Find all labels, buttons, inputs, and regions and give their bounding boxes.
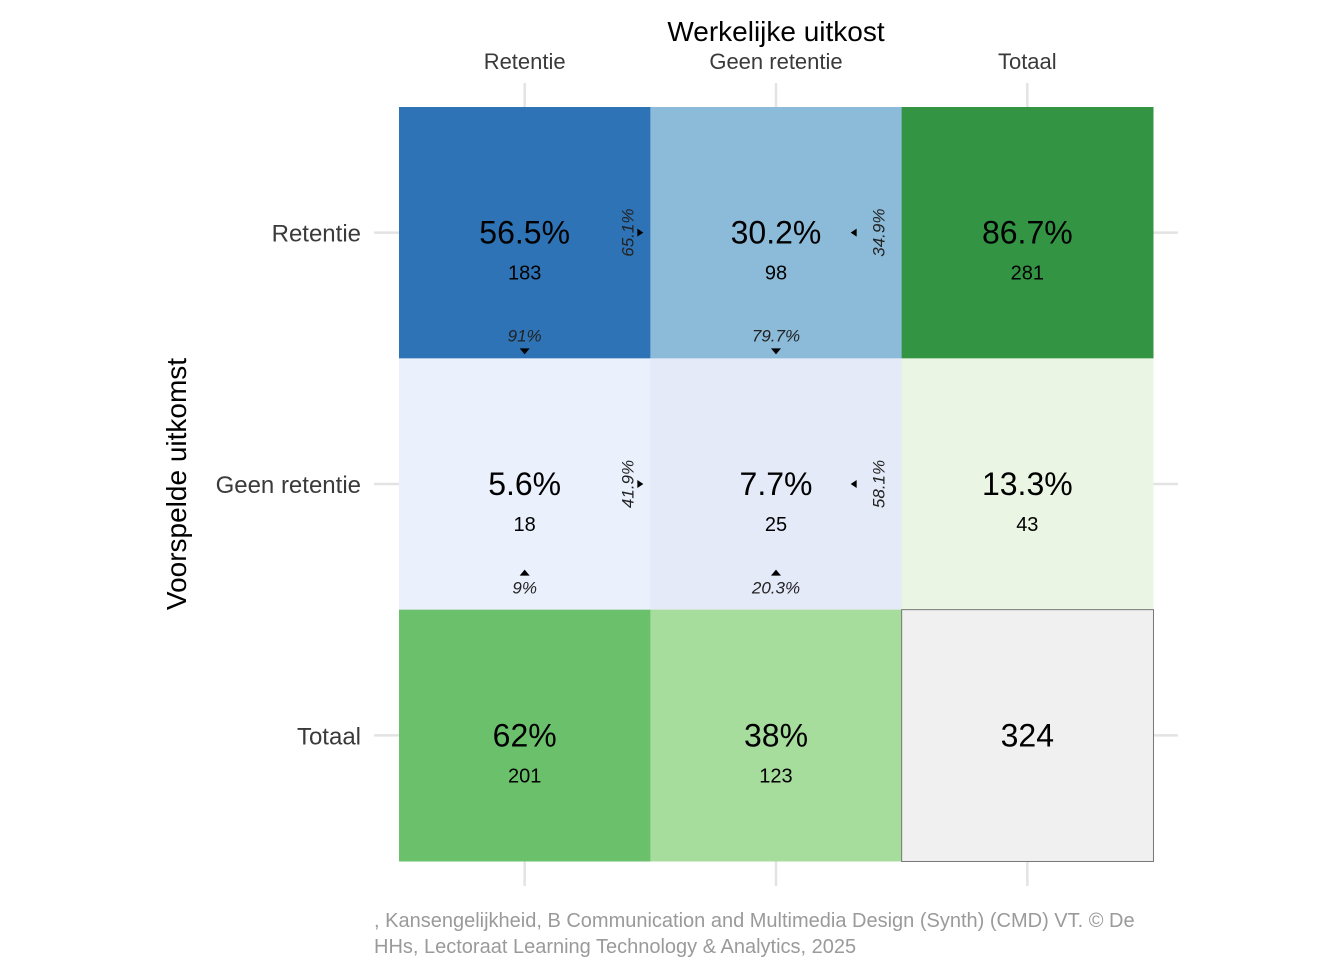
matrix-cell (901, 609, 1154, 862)
col-share-label: 79.7% (752, 326, 800, 345)
row-share-label: 58.1% (870, 460, 889, 508)
cell-count: 281 (1011, 263, 1044, 285)
cell-percentage: 86.7% (982, 215, 1073, 251)
x-axis-title: Werkelijke uitkost (667, 16, 885, 47)
cell-labels: 56.5% 183 30.2% 98 86.7% 281 5.6% 18 7.7% 25 13.3%… (479, 209, 1072, 788)
cell-percentage: 30.2% (731, 215, 822, 251)
cell-total-count: 324 (1001, 717, 1054, 753)
matrix-cell (901, 107, 1154, 359)
matrix-cell (650, 358, 903, 611)
col-share-arrow-icon (519, 569, 530, 576)
cell-percentage: 62% (493, 717, 557, 753)
row-share-arrow-icon (637, 479, 644, 488)
row-label: Retentie (272, 221, 361, 248)
cell-count: 201 (508, 765, 541, 787)
row-share-label: 34.9% (870, 209, 889, 257)
cell-percentage: 13.3% (982, 466, 1073, 502)
row-label: Totaal (297, 723, 361, 750)
cell-percentage: 56.5% (479, 215, 570, 251)
cell-percentage: 7.7% (740, 466, 813, 502)
cell-count: 98 (765, 263, 787, 285)
col-share-label: 20.3% (751, 579, 800, 598)
matrix-cell (399, 609, 651, 862)
col-share-label: 9% (512, 579, 537, 598)
matrix-cells (399, 107, 1154, 862)
row-label: Geen retentie (216, 472, 361, 499)
col-share-arrow-icon (519, 348, 530, 355)
col-share-label: 91% (508, 326, 542, 345)
row-share-arrow-icon (850, 228, 857, 237)
matrix-cell (650, 609, 903, 862)
column-header: Geen retentie (709, 49, 842, 74)
matrix-cell (399, 358, 651, 611)
source-caption: , Kansengelijkheid, B Communication and … (374, 910, 1135, 958)
row-share-arrow-icon (850, 479, 857, 488)
col-share-arrow-icon (770, 348, 781, 355)
column-header: Retentie (484, 49, 566, 74)
row-share-label: 65.1% (618, 209, 637, 257)
cell-count: 183 (508, 263, 541, 285)
matrix-cell (399, 107, 651, 359)
column-header: Totaal (998, 49, 1057, 74)
cell-count: 43 (1016, 514, 1038, 536)
row-share-arrow-icon (637, 228, 644, 237)
cell-count: 18 (514, 514, 536, 536)
grid-lines (374, 83, 1178, 886)
cell-percentage: 5.6% (488, 466, 561, 502)
col-share-arrow-icon (770, 569, 781, 576)
y-axis-title: Voorspelde uitkomst (161, 358, 192, 610)
matrix-cell (650, 107, 903, 359)
matrix-cell (901, 358, 1154, 611)
row-share-label: 41.9% (618, 460, 637, 508)
cell-count: 25 (765, 514, 787, 536)
axes: Werkelijke uitkost Voorspelde uitkomst R… (161, 16, 1057, 750)
cell-count: 123 (759, 765, 792, 787)
cell-percentage: 38% (744, 717, 808, 753)
